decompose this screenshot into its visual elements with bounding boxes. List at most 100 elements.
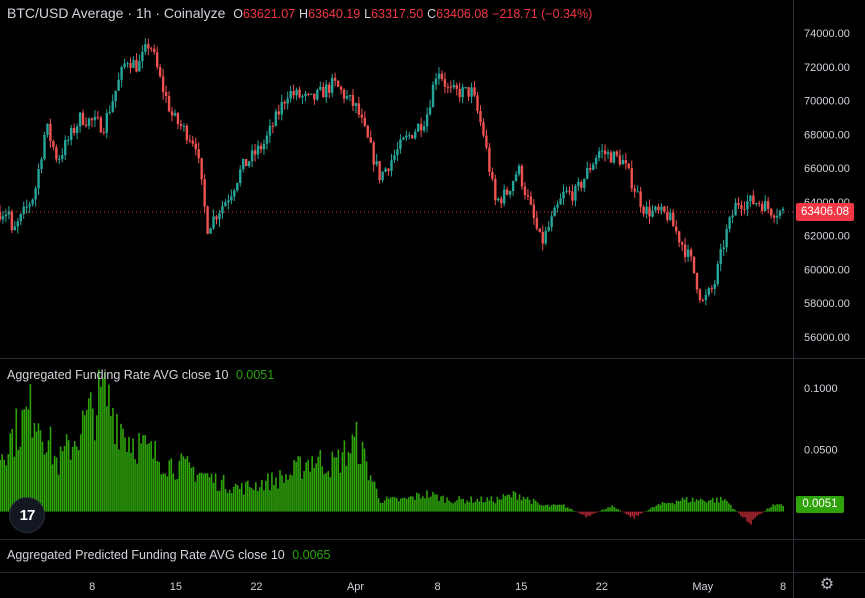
funding-bar <box>100 386 102 512</box>
price-candle <box>313 93 316 105</box>
funding-bar <box>11 428 14 512</box>
gear-icon[interactable]: ⚙ <box>819 576 835 593</box>
funding-bar <box>408 497 410 512</box>
funding-bar <box>246 480 249 512</box>
price-candle <box>372 140 375 172</box>
tradingview-logo[interactable]: 17 <box>9 497 45 533</box>
funding-bar <box>122 428 124 512</box>
funding-bar <box>98 369 100 512</box>
time-axis[interactable]: 8 15 22 Apr 8 15 22 May 8 <box>0 573 865 598</box>
price-candle <box>428 99 432 116</box>
funding-bar <box>470 496 473 512</box>
price-candle <box>247 160 251 168</box>
funding-bar <box>172 473 175 512</box>
funding-bar <box>120 423 122 512</box>
funding-bar <box>462 498 464 512</box>
price-candle <box>123 58 126 70</box>
funding-bar <box>579 511 581 514</box>
funding-pane[interactable]: 0.1000 0.0500 Aggregated Funding Rate AVG… <box>0 359 865 539</box>
funding-bar <box>542 505 545 512</box>
funding-bar <box>633 511 636 519</box>
price-candle <box>414 128 417 140</box>
predicted-funding-pane[interactable]: Aggregated Predicted Funding Rate AVG cl… <box>0 540 865 572</box>
price-candle <box>111 94 114 113</box>
funding-bar <box>65 434 68 512</box>
funding-bar <box>335 457 338 512</box>
price-candle <box>716 260 719 287</box>
last-funding-tag: 0.0051 <box>796 496 844 513</box>
price-candle <box>236 182 239 193</box>
funding-chart[interactable]: 0.1000 0.0500 <box>0 359 865 539</box>
funding-bar <box>685 496 688 512</box>
price-candle <box>669 208 672 222</box>
funding-bar <box>440 496 442 512</box>
funding-bar <box>41 441 44 512</box>
price-candle <box>363 111 367 128</box>
funding-bar <box>520 500 523 512</box>
funding-bar <box>142 435 144 512</box>
funding-bar <box>764 510 766 512</box>
funding-bar <box>558 504 561 512</box>
funding-bar <box>83 415 86 512</box>
price-pane[interactable]: 74000.00 72000.00 70000.00 68000.00 66000.00… <box>0 0 865 358</box>
funding-bar <box>601 509 603 512</box>
symbol-title[interactable]: BTC/USD Average · 1h · Coinalyze <box>7 5 226 21</box>
price-candle <box>167 91 171 113</box>
funding-bar <box>683 499 686 512</box>
price-candle <box>194 137 197 156</box>
funding-bar <box>140 443 142 512</box>
price-candle <box>494 174 497 206</box>
funding-bar <box>31 437 34 512</box>
funding-bar <box>130 452 132 512</box>
predicted-legend[interactable]: Aggregated Predicted Funding Rate AVG cl… <box>7 548 330 562</box>
funding-bar <box>377 498 380 512</box>
price-candle <box>215 214 218 225</box>
funding-bar <box>7 454 10 512</box>
funding-bar <box>94 440 96 512</box>
price-candle <box>265 130 269 150</box>
price-candle <box>301 94 304 105</box>
price-candle <box>64 135 67 160</box>
funding-legend-value: 0.0051 <box>235 368 275 382</box>
funding-bar <box>464 503 466 512</box>
funding-bar <box>164 473 167 512</box>
price-candle <box>310 93 313 95</box>
funding-bar <box>526 496 529 512</box>
funding-legend[interactable]: Aggregated Funding Rate AVG close 10 0.0… <box>7 368 274 382</box>
price-candle <box>233 188 236 202</box>
funding-bar <box>75 446 78 512</box>
price-candle <box>102 127 106 135</box>
funding-bar <box>675 500 678 512</box>
high-value: 63640.19 <box>308 7 361 21</box>
funding-bar <box>132 438 134 512</box>
funding-bar <box>738 511 740 514</box>
price-candle <box>239 165 242 187</box>
price-candle <box>366 124 369 139</box>
funding-bar <box>114 443 116 512</box>
funding-bar <box>152 458 154 512</box>
price-chart[interactable]: 74000.00 72000.00 70000.00 68000.00 66000.00… <box>0 0 865 358</box>
funding-bar <box>158 461 161 512</box>
funding-bar <box>391 496 394 512</box>
price-candle <box>25 199 28 214</box>
funding-bar <box>329 477 332 512</box>
funding-bar <box>43 454 46 512</box>
funding-bar <box>174 479 177 512</box>
funding-bar <box>444 502 446 512</box>
price-candle <box>351 89 355 112</box>
funding-bar <box>770 506 772 512</box>
price-candle <box>633 184 636 198</box>
price-candle <box>455 82 458 96</box>
funding-bar <box>315 463 318 512</box>
funding-axis-tick: 0.1000 <box>804 383 838 395</box>
time-axis-labels: 8 15 22 Apr 8 15 22 May 8 <box>89 581 786 593</box>
funding-bar <box>516 499 519 512</box>
funding-bar <box>188 462 191 512</box>
time-axis-label: 8 <box>435 581 441 593</box>
funding-bar <box>267 473 269 512</box>
funding-bar <box>446 497 448 512</box>
funding-bar <box>713 502 716 512</box>
price-candle <box>562 184 565 206</box>
pane-separator[interactable] <box>0 539 865 540</box>
pane-separator[interactable] <box>0 358 865 359</box>
